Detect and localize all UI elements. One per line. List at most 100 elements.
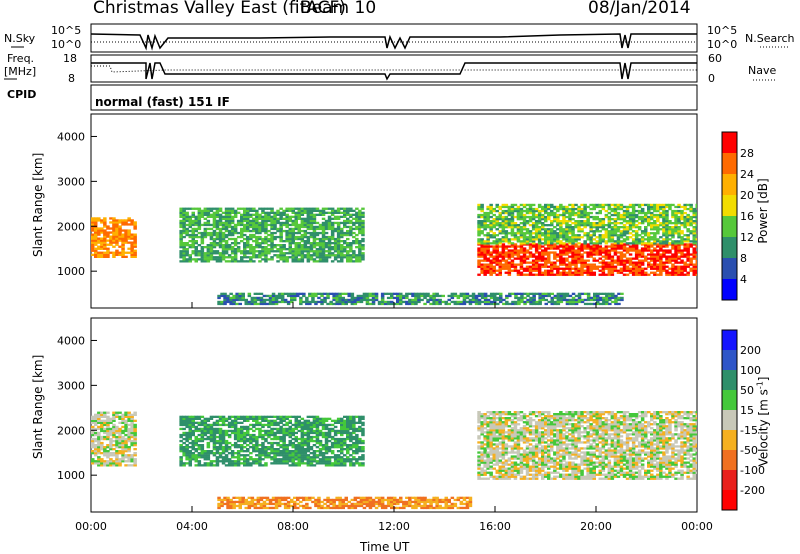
heatmap-cell	[91, 417, 95, 420]
heatmap-cell	[568, 242, 572, 245]
heatmap-cell	[200, 431, 205, 435]
y-tick-label: 3000	[57, 175, 85, 188]
heatmap-cell	[336, 248, 341, 251]
heatmap-cell	[333, 246, 338, 249]
heatmap-cell	[668, 242, 672, 245]
heatmap-cell	[537, 242, 542, 245]
heatmap-cell	[224, 217, 229, 220]
heatmap-cell	[604, 263, 609, 266]
heatmap-cell	[607, 236, 612, 239]
heatmap-cell	[300, 225, 305, 229]
heatmap-cell	[179, 211, 183, 214]
heatmap-cell	[613, 251, 618, 254]
heatmap-cell	[112, 433, 116, 437]
heatmap-cell	[616, 240, 621, 243]
heatmap-cell	[613, 230, 618, 233]
heatmap-cell	[279, 421, 283, 424]
heatmap-cell	[608, 302, 612, 306]
heatmap-cell	[252, 425, 256, 429]
heatmap-cell	[188, 254, 192, 257]
heatmap-cell	[528, 224, 533, 227]
heatmap-cell	[583, 292, 588, 295]
heatmap-cell	[604, 242, 609, 245]
heatmap-cell	[689, 259, 693, 262]
heatmap-cell	[589, 296, 594, 300]
heatmap-cell	[483, 226, 487, 229]
heatmap-cell	[349, 256, 353, 259]
heatmap-cell	[637, 226, 642, 229]
heatmap-cell	[185, 450, 189, 453]
heatmap-cell	[244, 298, 248, 302]
heatmap-cell	[215, 450, 220, 453]
heatmap-cell	[115, 435, 119, 439]
heatmap-cell	[580, 213, 584, 217]
heatmap-cell	[341, 298, 345, 302]
heatmap-cell	[106, 419, 110, 422]
heatmap-cell	[640, 236, 645, 239]
heatmap-cell	[233, 223, 238, 227]
heatmap-cell	[270, 242, 274, 245]
heatmap-cell	[617, 298, 621, 302]
heatmap-cell	[188, 458, 192, 461]
heatmap-cell	[637, 218, 642, 221]
heatmap-cell	[97, 456, 101, 459]
heatmap-cell	[640, 259, 645, 262]
heatmap-cell	[179, 237, 183, 241]
heatmap-cell	[528, 261, 533, 264]
heatmap-cell	[255, 462, 259, 465]
heatmap-cell	[317, 292, 321, 295]
heatmap-cell	[282, 448, 286, 451]
heatmap-cell	[255, 417, 259, 420]
heatmap-cell	[133, 241, 137, 244]
heatmap-cell	[261, 246, 265, 249]
heatmap-cell	[306, 225, 311, 229]
heatmap-cell	[127, 435, 131, 439]
heatmap-cell	[252, 429, 256, 433]
heatmap-cell	[340, 227, 344, 231]
heatmap-cell	[616, 263, 621, 266]
heatmap-cell	[343, 209, 347, 212]
heatmap-cell	[303, 231, 308, 235]
heatmap-cell	[477, 203, 481, 207]
heatmap-cell	[677, 228, 681, 231]
heatmap-cell	[240, 439, 244, 443]
heatmap-cell	[336, 237, 341, 241]
heatmap-cell	[91, 233, 95, 236]
heatmap-cell	[647, 209, 651, 213]
heatmap-cell	[671, 209, 675, 213]
heatmap-cell	[106, 233, 110, 236]
heatmap-cell	[221, 237, 226, 241]
heatmap-cell	[103, 243, 107, 246]
heatmap-cell	[276, 250, 280, 253]
heatmap-cell	[532, 296, 536, 300]
heatmap-cell	[179, 435, 183, 439]
heatmap-cell	[513, 236, 518, 239]
heatmap-cell	[352, 227, 356, 231]
heatmap-cell	[501, 230, 506, 233]
heatmap-cell	[653, 242, 657, 245]
heatmap-cell	[112, 444, 116, 447]
heatmap-cell	[115, 456, 119, 459]
heatmap-cell	[559, 236, 563, 239]
heatmap-cell	[628, 242, 633, 245]
heatmap-cell	[179, 433, 183, 437]
heatmap-cell	[553, 267, 557, 270]
heatmap-cell	[109, 446, 113, 449]
heatmap-cell	[583, 269, 587, 272]
heatmap-cell	[253, 298, 258, 302]
heatmap-cell	[318, 258, 323, 261]
heatmap-cell	[547, 247, 551, 250]
heatmap-cell	[312, 229, 317, 233]
heatmap-cell	[577, 234, 581, 237]
heatmap-cell	[243, 227, 247, 231]
heatmap-cell	[100, 247, 104, 250]
heatmap-cell	[115, 450, 119, 453]
heatmap-cell	[185, 417, 189, 420]
heatmap-cell	[194, 250, 198, 253]
heatmap-cell	[209, 237, 214, 241]
heatmap-cell	[297, 215, 301, 218]
heatmap-cell	[537, 205, 542, 209]
heatmap-cell	[489, 242, 493, 245]
heatmap-cell	[492, 220, 496, 223]
heatmap-cell	[547, 261, 551, 264]
